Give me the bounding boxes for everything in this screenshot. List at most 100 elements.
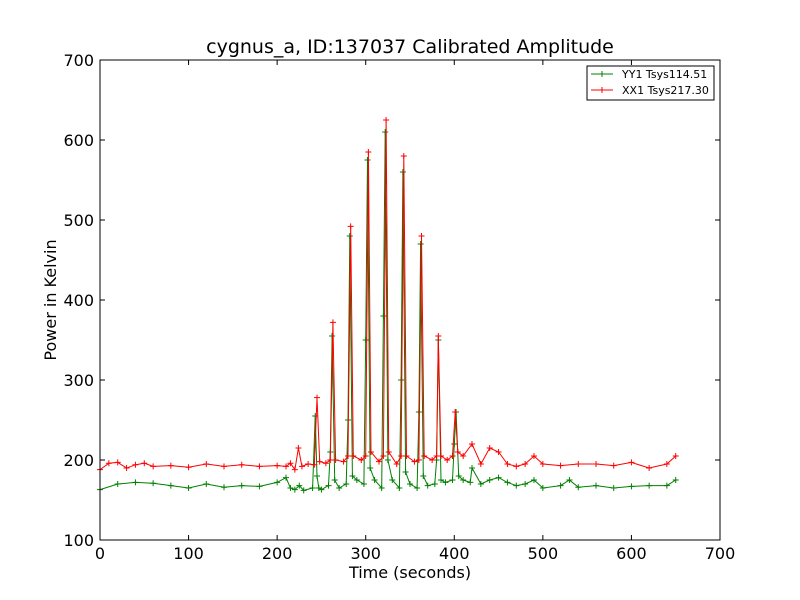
- data-point-xx1: [539, 461, 546, 467]
- data-point-yy1: [407, 481, 413, 487]
- y-tick-label: 300: [63, 371, 94, 390]
- data-point-yy1: [455, 473, 462, 479]
- data-point-xx1: [114, 459, 121, 466]
- data-point-yy1: [346, 233, 353, 239]
- data-point-yy1: [318, 486, 325, 493]
- data-point-xx1: [311, 461, 318, 468]
- data-point-yy1: [451, 441, 458, 447]
- x-tick-label: 400: [439, 544, 470, 563]
- data-point-yy1: [291, 486, 298, 493]
- data-point-yy1: [424, 482, 431, 489]
- data-point-xx1: [305, 461, 312, 467]
- data-point-xx1: [400, 153, 407, 159]
- y-tick-label: 600: [63, 131, 94, 150]
- data-point-yy1: [364, 157, 371, 163]
- data-point-xx1: [365, 149, 372, 155]
- data-point-xx1: [449, 453, 456, 459]
- series-layer: [97, 117, 679, 494]
- data-point-xx1: [522, 461, 529, 467]
- legend-marker-xx1: [599, 87, 605, 93]
- x-tick-label: 200: [262, 544, 293, 563]
- data-point-yy1: [296, 482, 303, 489]
- data-point-yy1: [442, 479, 449, 486]
- data-point-xx1: [347, 223, 354, 230]
- data-point-yy1: [396, 485, 403, 491]
- data-point-xx1: [340, 458, 347, 465]
- data-point-xx1: [486, 445, 493, 451]
- data-point-xx1: [628, 459, 635, 466]
- legend-label-xx1: XX1 Tsys217.30: [622, 84, 709, 97]
- ticks-layer: 0 100 200 300 400 500 600 700100200300400500600…: [63, 51, 735, 563]
- data-point-xx1: [411, 458, 418, 465]
- data-point-xx1: [298, 463, 305, 470]
- data-point-yy1: [325, 482, 332, 489]
- x-tick-label: 0: [95, 544, 105, 563]
- data-point-yy1: [384, 457, 391, 463]
- data-point-xx1: [575, 461, 582, 467]
- data-point-xx1: [322, 460, 329, 467]
- data-point-yy1: [557, 482, 564, 489]
- data-point-yy1: [513, 482, 520, 489]
- data-point-xx1: [435, 333, 442, 339]
- data-point-xx1: [295, 445, 302, 451]
- data-point-xx1: [203, 461, 210, 467]
- data-point-yy1: [477, 481, 484, 487]
- data-point-yy1: [399, 169, 406, 175]
- data-point-xx1: [105, 460, 112, 467]
- data-point-yy1: [449, 477, 456, 483]
- data-point-xx1: [150, 463, 157, 470]
- data-point-yy1: [672, 477, 679, 483]
- series-line-yy1: [99, 131, 676, 491]
- x-tick-label: 300: [350, 544, 381, 563]
- data-point-xx1: [495, 449, 502, 455]
- data-point-xx1: [376, 458, 382, 465]
- data-point-xx1: [454, 449, 461, 455]
- data-point-xx1: [329, 319, 336, 326]
- y-axis-label: Power in Kelvin: [41, 239, 60, 360]
- legend-marker-yy1: [599, 71, 605, 77]
- data-point-xx1: [167, 462, 174, 469]
- data-point-xx1: [314, 394, 320, 401]
- data-point-xx1: [327, 457, 334, 463]
- x-tick-label: 600: [616, 544, 647, 563]
- data-point-yy1: [566, 477, 573, 483]
- data-point-xx1: [132, 461, 139, 468]
- data-point-yy1: [438, 477, 444, 483]
- y-tick-label: 500: [63, 211, 94, 230]
- data-point-xx1: [368, 449, 375, 455]
- data-point-xx1: [438, 453, 444, 459]
- data-point-xx1: [477, 461, 484, 467]
- data-point-xx1: [610, 462, 617, 469]
- data-point-yy1: [486, 477, 493, 483]
- data-point-xx1: [274, 462, 281, 469]
- data-point-xx1: [469, 441, 475, 447]
- data-point-yy1: [331, 477, 338, 483]
- data-point-yy1: [522, 481, 529, 487]
- data-point-yy1: [382, 129, 389, 135]
- data-point-xx1: [421, 453, 428, 459]
- data-point-yy1: [539, 485, 546, 491]
- data-point-xx1: [380, 453, 387, 459]
- data-point-yy1: [417, 241, 424, 247]
- data-point-yy1: [460, 477, 467, 483]
- data-point-xx1: [393, 461, 400, 467]
- data-point-xx1: [531, 453, 537, 459]
- data-point-xx1: [672, 453, 679, 459]
- data-point-xx1: [332, 457, 339, 463]
- legend: YY1 Tsys114.51 XX1 Tsys217.30: [586, 65, 715, 101]
- data-point-yy1: [300, 487, 307, 494]
- data-point-yy1: [314, 473, 320, 479]
- x-tick-label: 100: [173, 544, 204, 563]
- data-point-yy1: [504, 479, 511, 486]
- data-point-yy1: [185, 485, 192, 491]
- data-point-xx1: [504, 461, 511, 467]
- chart-title: cygnus_a, ID:137037 Calibrated Amplitude: [206, 36, 614, 58]
- data-point-xx1: [663, 461, 670, 467]
- data-point-yy1: [353, 477, 360, 483]
- data-point-yy1: [593, 482, 599, 489]
- legend-label-yy1: YY1 Tsys114.51: [621, 68, 707, 81]
- data-point-xx1: [418, 233, 425, 239]
- data-point-xx1: [362, 453, 369, 459]
- data-point-yy1: [495, 474, 502, 481]
- data-point-xx1: [415, 457, 422, 463]
